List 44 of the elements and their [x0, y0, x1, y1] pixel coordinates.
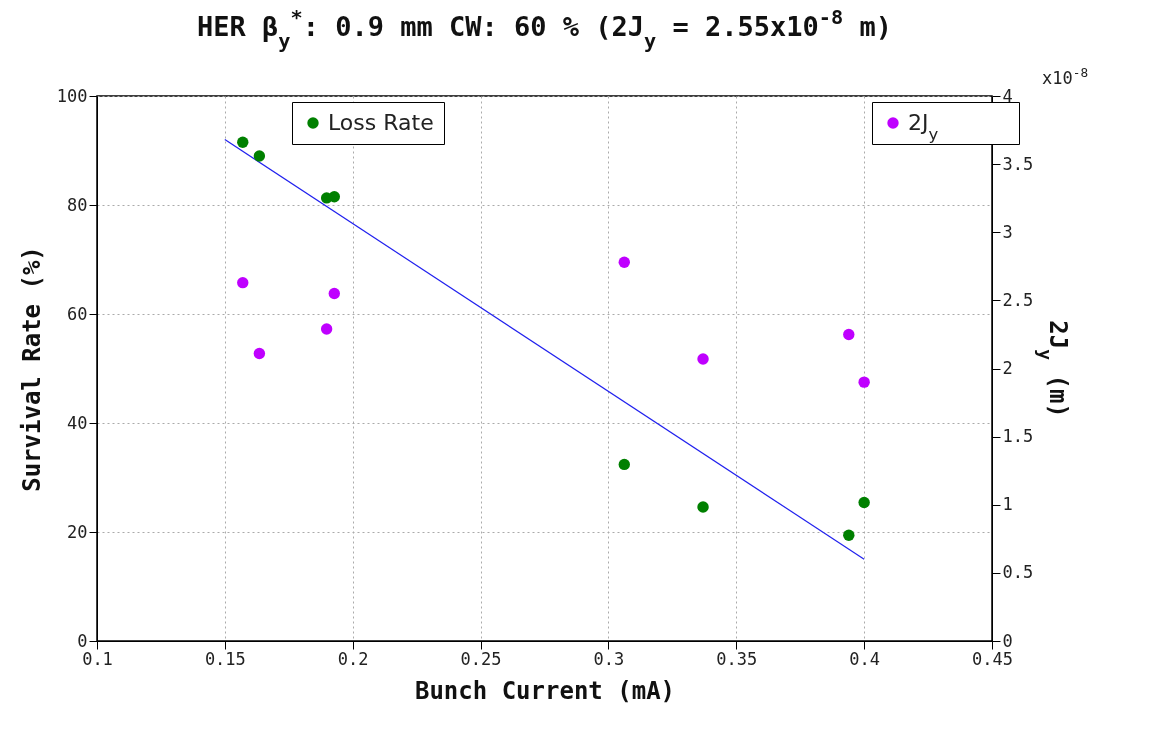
y2-tick-label: 1: [1002, 494, 1013, 515]
x-tick-label: 0.2: [337, 648, 369, 669]
x-tick-label: 0.45: [972, 648, 1013, 669]
y-tick-label: 0: [77, 630, 88, 651]
text: x10$^{-8}$: [1042, 64, 1089, 88]
legend-label: Loss Rate: [328, 110, 434, 135]
y2-tick-label: 3: [1002, 221, 1013, 242]
x-tick-label: 0.15: [204, 648, 246, 669]
point: [697, 353, 709, 365]
point: [697, 501, 709, 513]
point: [858, 496, 870, 509]
point: [237, 136, 249, 149]
point: [253, 150, 266, 162]
y2-tick-label: 2.5: [1002, 289, 1034, 310]
y2-tick-label: 1.5: [1002, 426, 1034, 447]
y-tick-label: 100: [56, 85, 88, 106]
point: [320, 323, 333, 335]
point: [618, 458, 630, 471]
x-tick-label: 0.1: [82, 648, 113, 669]
point: [843, 328, 855, 341]
x-tick-label: 0.4: [849, 648, 880, 669]
y2-tick-label: 0: [1002, 630, 1013, 651]
x-tick-label: 0.3: [593, 648, 625, 669]
y2-tick-label: 0.5: [1002, 562, 1034, 583]
point: [843, 529, 855, 541]
chart-title: HER β$_{y}$$^{*}$: 0.9 mm CW: 60 % (2J$_{y}$ = 2.55x10$^{-8}$ m): [197, 5, 892, 53]
y2-tick-label: 4: [1002, 85, 1013, 106]
point: [328, 191, 340, 203]
x-tick-label: 0.35: [716, 648, 758, 669]
y-tick-label: 80: [67, 194, 88, 215]
point: [858, 376, 870, 388]
y-tick-label: 60: [67, 303, 88, 324]
x-axis-title: Bunch Current (mA): [414, 676, 676, 705]
point: [253, 347, 266, 360]
y-tick-label: 20: [67, 521, 88, 542]
point: [618, 256, 630, 268]
x-tick-label: 0.25: [460, 648, 502, 669]
y2-tick-label: 3.5: [1002, 153, 1034, 174]
y-axis-title: Survival Rate (%): [17, 246, 46, 492]
legend-label: 2J$_{y}$: [908, 110, 939, 144]
y-tick-label: 40: [67, 412, 88, 433]
y2-tick-label: 2: [1002, 358, 1013, 378]
point: [237, 276, 249, 289]
point: [328, 287, 340, 300]
